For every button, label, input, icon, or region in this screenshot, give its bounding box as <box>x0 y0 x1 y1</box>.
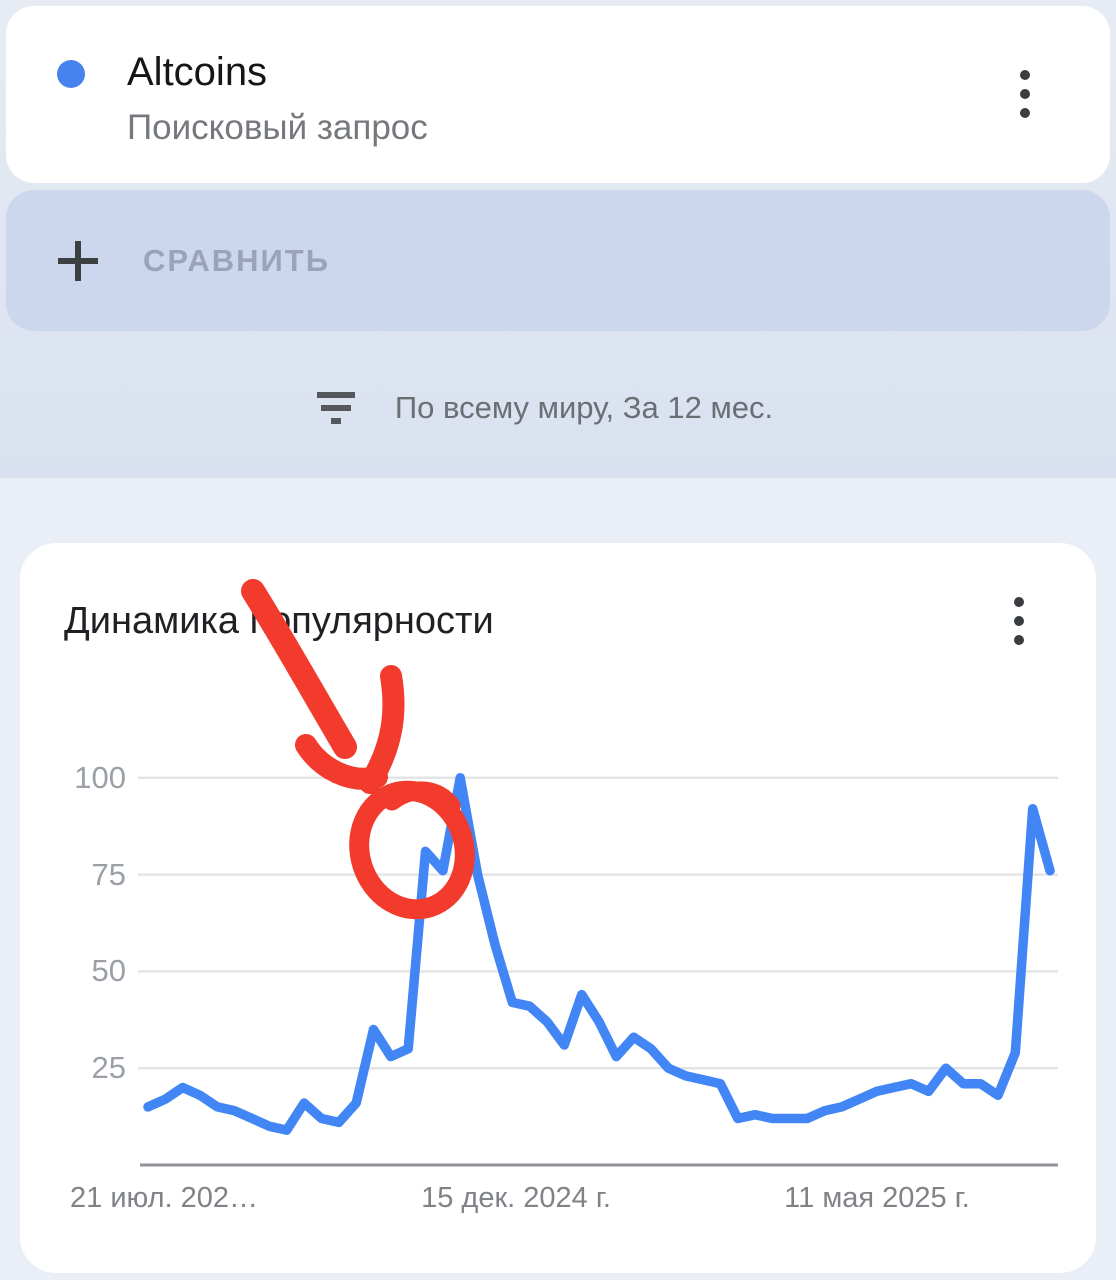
term-card-kebab-menu-icon[interactable] <box>1011 70 1039 118</box>
x-tick-label-start: 21 июл. 202… <box>70 1182 259 1214</box>
y-tick-label-50: 50 <box>91 953 126 989</box>
y-tick-label-25: 25 <box>91 1050 126 1086</box>
term-card: Altcoins Поисковый запрос <box>6 6 1110 183</box>
filter-bar[interactable]: По всему миру, За 12 мес. <box>0 374 1116 442</box>
red-arrow-shaft-stroke <box>241 579 357 759</box>
chart-kebab-menu-icon[interactable] <box>1005 597 1033 645</box>
x-tick-label-mid: 15 дек. 2024 г. <box>421 1182 611 1214</box>
trend-line <box>143 773 1055 1135</box>
compare-button-label: СРАВНИТЬ <box>143 242 330 278</box>
search-term-title: Altcoins <box>127 50 268 94</box>
filter-list-icon <box>316 392 355 424</box>
gridlines <box>138 776 1058 1070</box>
x-tick-label-end: 11 мая 2025 г. <box>784 1182 970 1214</box>
plus-icon <box>58 240 98 281</box>
filter-bar-label: По всему миру, За 12 мес. <box>394 390 774 425</box>
red-arrow-hook-stroke <box>359 665 405 794</box>
search-term-type: Поисковый запрос <box>127 108 428 147</box>
series-color-dot <box>57 60 85 88</box>
trend-chart-svg <box>138 579 1058 1167</box>
interest-over-time-card: Динамика популярности 100 75 50 25 21 июл. … <box>20 543 1096 1273</box>
red-annotation <box>241 579 475 920</box>
compare-button[interactable]: СРАВНИТЬ <box>6 190 1110 331</box>
y-tick-label-75: 75 <box>91 856 126 892</box>
red-circle-knot-stroke <box>382 781 461 816</box>
y-tick-label-100: 100 <box>74 759 126 795</box>
